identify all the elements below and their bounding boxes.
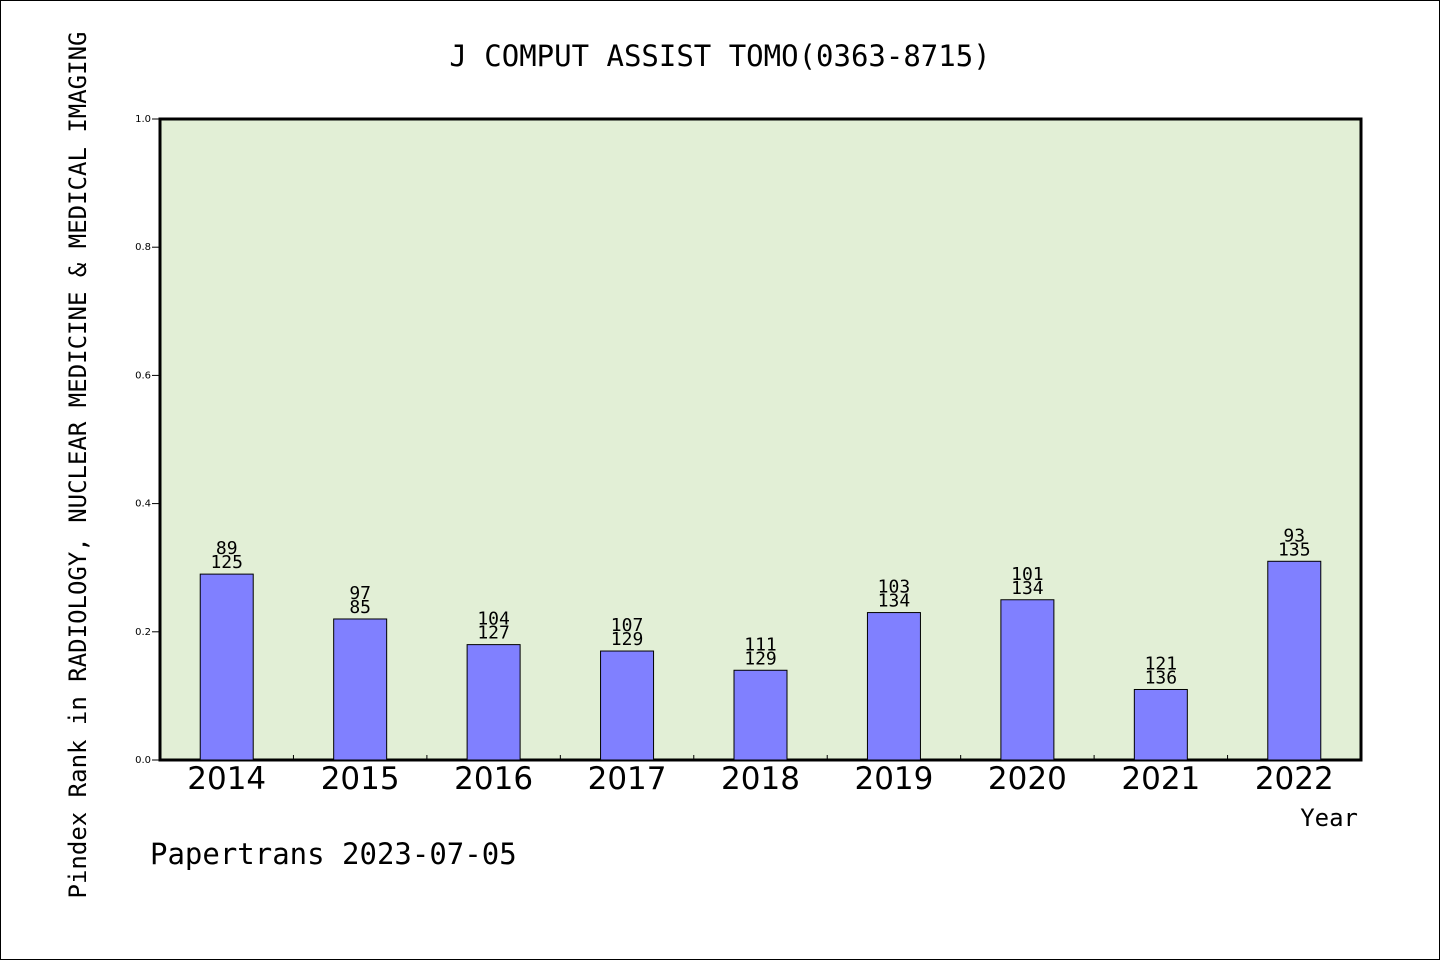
bar-rank-label: 101 bbox=[1011, 564, 1044, 585]
x-axis: 2014 2015 2016 2017 2018 2019 2020 2021 2022 bbox=[187, 761, 1333, 797]
bars bbox=[199, 560, 1322, 761]
y-tick-label: 0.6 bbox=[135, 370, 151, 381]
y-tick-label: 0.2 bbox=[135, 627, 151, 638]
bar bbox=[600, 650, 655, 761]
bar-rank-label: 103 bbox=[878, 577, 911, 598]
y-tick-label: 0.4 bbox=[135, 499, 151, 510]
y-axis: 0.0 0.2 0.4 0.6 0.8 1.0 bbox=[135, 114, 160, 766]
x-tick-label: 2016 bbox=[454, 761, 533, 797]
x-tick-label: 2019 bbox=[854, 761, 933, 797]
bar-rank-label: 93 bbox=[1283, 525, 1305, 546]
bar-rank-label: 107 bbox=[611, 615, 644, 636]
footer-text: Papertrans 2023-07-05 bbox=[150, 837, 517, 871]
bar-total-label: 85 bbox=[349, 597, 371, 618]
x-tick-label: 2020 bbox=[988, 761, 1067, 797]
x-axis-label: Year bbox=[1300, 804, 1358, 832]
bar bbox=[866, 612, 921, 761]
x-tick-label: 2015 bbox=[321, 761, 400, 797]
chart-title: J COMPUT ASSIST TOMO(0363-8715) bbox=[449, 39, 990, 73]
bar bbox=[199, 573, 254, 761]
bar-total-label: 129 bbox=[611, 629, 644, 650]
y-tick-label: 1.0 bbox=[135, 114, 151, 125]
bar bbox=[733, 669, 788, 761]
bar-total-label: 134 bbox=[1011, 578, 1044, 599]
x-tick-label: 2014 bbox=[187, 761, 266, 797]
y-tick-label: 0.8 bbox=[135, 242, 151, 253]
bar-total-label: 134 bbox=[878, 591, 911, 612]
bar bbox=[1133, 688, 1188, 761]
x-tick-label: 2021 bbox=[1121, 761, 1200, 797]
bar bbox=[1000, 599, 1055, 761]
bar bbox=[333, 618, 388, 761]
bar-rank-label: 121 bbox=[1145, 653, 1178, 674]
bar-rank-label: 104 bbox=[477, 609, 510, 630]
bar-total-label: 135 bbox=[1278, 539, 1311, 560]
bar-total-label: 125 bbox=[210, 552, 243, 573]
bar bbox=[466, 644, 521, 761]
bar-rank-label: 97 bbox=[349, 583, 371, 604]
x-tick-label: 2022 bbox=[1255, 761, 1334, 797]
bar bbox=[1267, 560, 1322, 761]
bar-rank-label: 89 bbox=[216, 538, 238, 559]
bar-total-label: 129 bbox=[744, 648, 777, 669]
x-tick-label: 2017 bbox=[588, 761, 667, 797]
bar-total-label: 127 bbox=[477, 623, 510, 644]
x-tick-label: 2018 bbox=[721, 761, 800, 797]
x-axis-ticks bbox=[292, 755, 1229, 760]
bar-total-label: 136 bbox=[1145, 667, 1178, 688]
y-axis-label: Pindex Rank in RADIOLOGY, NUCLEAR MEDICI… bbox=[64, 32, 92, 899]
bar-rank-label: 111 bbox=[744, 634, 777, 655]
y-tick-label: 0.0 bbox=[135, 755, 151, 766]
